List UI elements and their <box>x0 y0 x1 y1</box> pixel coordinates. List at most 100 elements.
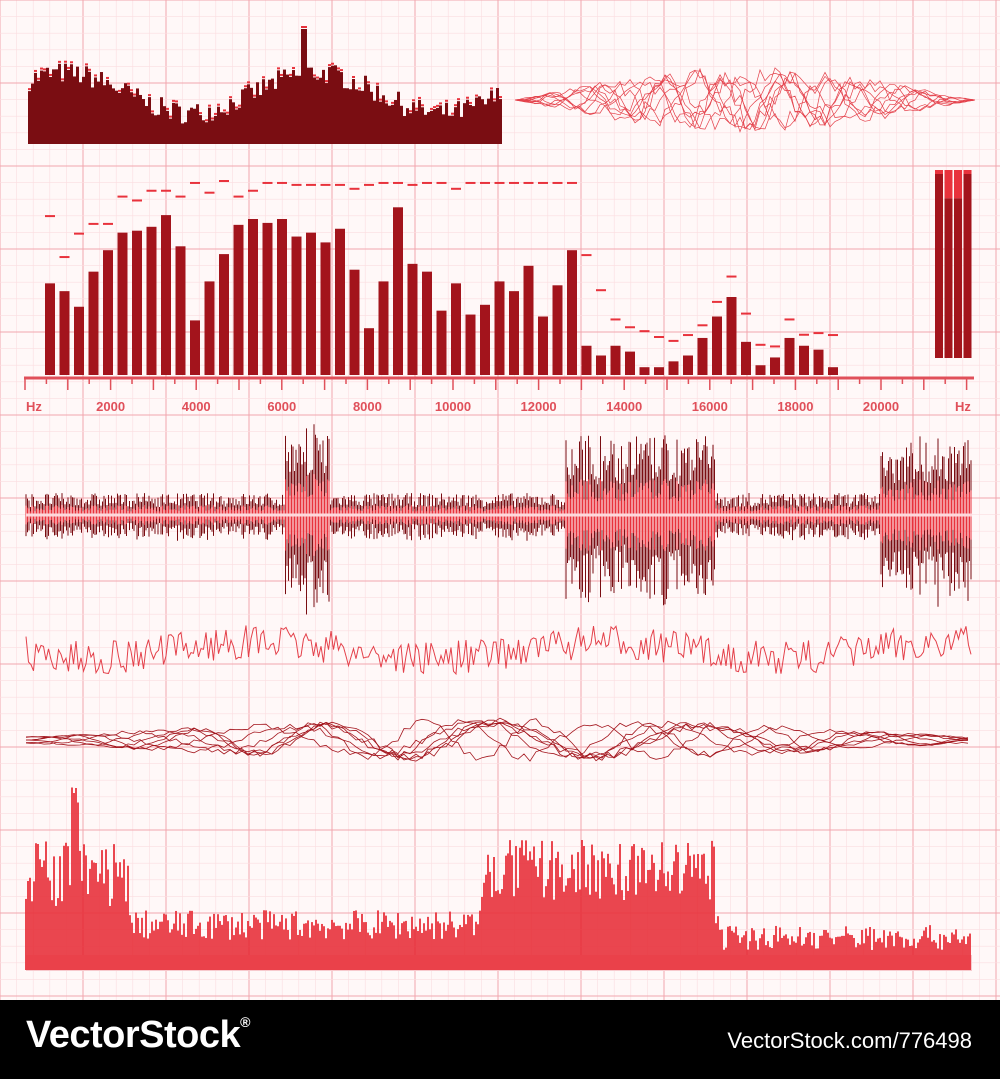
top-histogram-peak <box>214 112 217 115</box>
top-histogram-bar <box>445 102 448 144</box>
top-histogram-bar <box>364 75 367 144</box>
top-right-oscillation-lines <box>514 67 976 133</box>
top-histogram-bar <box>370 91 373 144</box>
meter-peak <box>954 170 962 199</box>
top-histogram-bar <box>232 102 235 144</box>
top-histogram-bar <box>124 83 127 144</box>
top-histogram-bar <box>181 123 184 144</box>
top-histogram-bar <box>283 69 286 144</box>
top-histogram-peak <box>328 64 331 67</box>
spectrum-peak-marker <box>320 183 331 186</box>
spectrum-peak-marker <box>596 289 606 292</box>
top-histogram-bar <box>316 79 319 144</box>
spectrum-bar <box>523 265 534 375</box>
top-histogram-bar <box>94 77 97 144</box>
spectrum-bar <box>509 291 519 375</box>
multi-line-oscillation <box>25 717 969 762</box>
spectrum-peak-marker <box>45 215 55 218</box>
top-histogram-bar <box>85 66 88 144</box>
top-histogram-peak <box>67 66 70 69</box>
spectrum-peak-marker <box>59 256 70 259</box>
top-histogram-bar <box>376 85 379 144</box>
meter-peak <box>963 170 972 174</box>
top-histogram-peak <box>226 111 229 114</box>
top-histogram-peak <box>367 81 370 84</box>
top-histogram-bar <box>244 88 247 144</box>
axis-tick-label: 12000 <box>521 399 557 414</box>
axis-tick-label: 10000 <box>435 399 471 414</box>
spectrum-peak-marker <box>393 181 403 184</box>
top-histogram-peak <box>304 26 307 28</box>
spectrum-bar <box>610 345 621 375</box>
sound-waves-artwork: Hz Hz 2000 4000 6000 8000 10000 12000 14000 16000… <box>0 0 1000 1000</box>
spectrum-bar <box>262 222 273 375</box>
spectrum-peak-marker <box>378 181 389 184</box>
spectrum-bar <box>349 269 360 375</box>
top-histogram-bar <box>493 101 496 144</box>
oscillation-line <box>514 71 975 130</box>
top-histogram-bar <box>223 112 226 144</box>
top-histogram-peak <box>292 67 295 70</box>
axis-unit-right: Hz <box>955 399 971 414</box>
top-histogram-bar <box>358 90 361 144</box>
top-histogram-bar <box>253 97 256 144</box>
top-histogram-peak <box>64 60 67 63</box>
top-histogram-bar <box>199 115 202 144</box>
spectrum-peak-marker <box>204 191 215 194</box>
spectrum-bar <box>277 219 287 375</box>
top-histogram-bar <box>271 78 274 144</box>
top-histogram-bar <box>250 87 253 144</box>
spectrum-bar <box>552 285 563 375</box>
top-histogram-bar <box>280 76 283 144</box>
spectrum-peak-marker <box>132 199 142 202</box>
graph-paper-grid <box>0 0 1000 1000</box>
top-histogram-bar <box>328 67 331 144</box>
top-histogram-peak <box>85 63 88 66</box>
level-meter-chart <box>935 170 972 358</box>
top-histogram-peak <box>475 94 478 97</box>
top-histogram-peak <box>445 99 448 102</box>
top-histogram-peak <box>34 69 37 72</box>
top-histogram-peak <box>490 87 493 90</box>
spectrum-bar <box>248 219 258 375</box>
top-histogram-bar <box>157 114 160 144</box>
spectrum-bar <box>407 263 418 375</box>
axis-tick-label: 20000 <box>863 399 899 414</box>
spectrum-bar <box>451 283 461 375</box>
frequency-axis: Hz Hz 2000 4000 6000 8000 10000 12000 14000 16000… <box>24 376 974 414</box>
spectrum-peak-marker <box>654 336 664 338</box>
top-histogram-bar <box>163 106 166 144</box>
top-histogram-bar <box>415 110 418 144</box>
registered-mark: ® <box>240 1014 250 1030</box>
top-histogram-bar <box>394 100 397 144</box>
spectrum-bar <box>204 281 215 375</box>
meter-bar <box>935 170 943 358</box>
top-histogram-bar <box>172 102 175 144</box>
top-histogram-bar <box>433 109 436 144</box>
oscillation-line <box>514 70 976 131</box>
spectrum-bar <box>567 250 577 375</box>
spectrum-bar <box>335 228 345 375</box>
spectrum-bar <box>726 297 737 375</box>
spectrum-bar <box>436 310 447 375</box>
spectrum-bar <box>88 271 99 375</box>
oscillation-line <box>25 721 969 759</box>
top-histogram-peak <box>352 75 355 78</box>
top-histogram-bar <box>130 92 133 144</box>
spectrum-bar <box>364 328 374 375</box>
top-histogram-bar <box>292 70 295 144</box>
spectrum-bar <box>654 367 664 375</box>
spectrum-peak-marker <box>813 332 824 335</box>
spectrum-bar <box>190 320 200 375</box>
top-histogram-bar <box>190 107 193 144</box>
spectrum-peak-marker <box>422 181 432 184</box>
top-histogram-peak <box>439 102 442 105</box>
spectrum-bar <box>480 304 490 375</box>
spectrum-bar <box>117 232 128 375</box>
top-histogram-bar <box>229 99 232 144</box>
spectrum-peak-marker <box>755 343 766 346</box>
spectrum-peak-marker <box>828 334 838 337</box>
top-histogram-peak <box>358 87 361 90</box>
top-histogram-bar <box>346 88 349 144</box>
top-histogram-bar <box>226 114 229 144</box>
